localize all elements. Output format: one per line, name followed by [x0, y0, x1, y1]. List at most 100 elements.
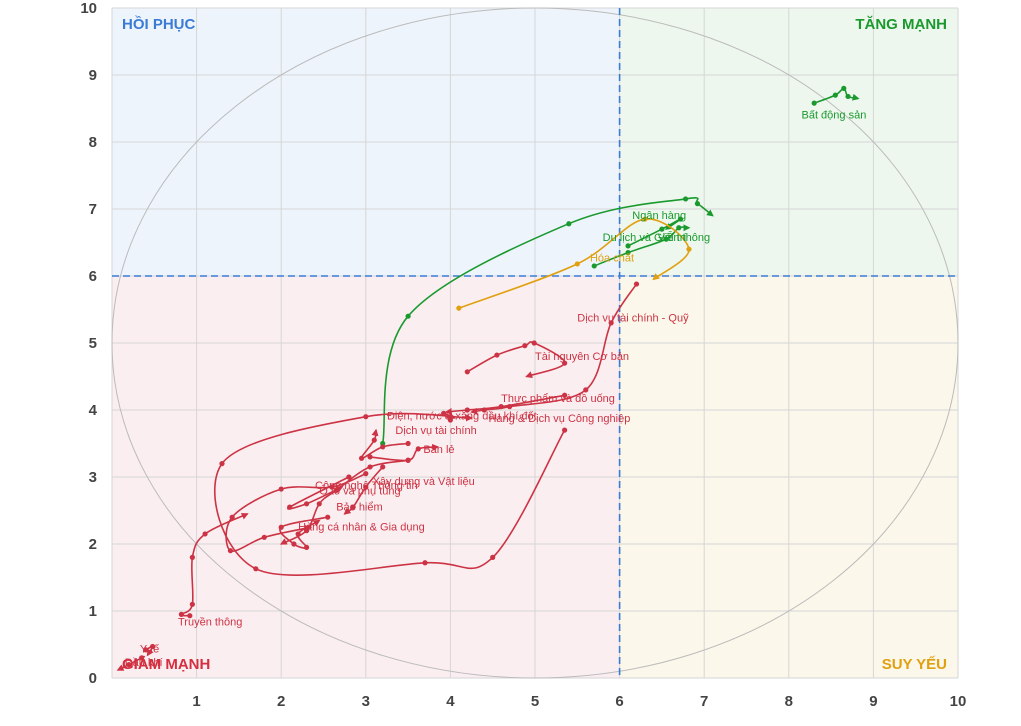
trail-cong-nghe-thong-tin — [287, 474, 352, 510]
trail-ban-le — [367, 443, 440, 463]
trail-point-o-to-va-phu-tung-0 — [363, 471, 369, 477]
trail-truyen-thong — [178, 513, 249, 619]
trail-line-bao-hiem — [343, 466, 384, 515]
x-tick-label-9: 9 — [869, 693, 877, 710]
x-tick-label-6: 6 — [615, 693, 623, 710]
x-tick-label-5: 5 — [531, 693, 539, 710]
sector-label-thuc-pham-va-do-uong: Thực phẩm và đồ uống — [501, 393, 615, 405]
y-tick-label-4: 4 — [89, 402, 98, 419]
y-tick-label-7: 7 — [89, 201, 97, 218]
sector-label-cong-nghe-thong-tin: Công nghệ Thông tin — [315, 480, 418, 492]
trail-line-ban-le — [369, 443, 440, 462]
trail-dien-nuoc-xang-dau-khi-dot — [441, 410, 456, 423]
trail-point-dich-vu-tai-chinh-3 — [371, 437, 377, 443]
trail-point-ban-le-2 — [415, 446, 421, 452]
trail-point-hang-ca-nhan-gia-dung-3 — [303, 544, 310, 550]
trail-point-thuc-pham-va-do-uong-2 — [464, 407, 470, 413]
trail-point-truyen-thong-2 — [189, 601, 195, 607]
trail-point-bat-dong-san-2 — [841, 85, 847, 91]
sector-label-ngan-hang: Ngân hàng — [632, 210, 686, 222]
trail-point-hang-dich-vu-cong-nghiep-1 — [490, 554, 496, 561]
trail-point-bat-dong-san-0 — [811, 100, 817, 106]
trail-point-hoa-chat-0 — [456, 305, 462, 311]
trail-thuc-pham-va-do-uong — [444, 392, 568, 416]
y-tick-label-8: 8 — [89, 134, 97, 151]
trail-point-hang-ca-nhan-gia-dung-2 — [291, 541, 297, 547]
trail-vien-thong — [625, 216, 684, 249]
reference-ellipse-shape — [111, 7, 959, 679]
trail-hang-dich-vu-cong-nghiep — [214, 412, 568, 576]
trail-point-cong-nghe-thong-tin-1 — [287, 504, 293, 510]
x-tick-label-3: 3 — [362, 693, 370, 710]
trail-bao-hiem — [343, 464, 386, 515]
trail-point-truyen-thong-0 — [187, 613, 193, 619]
y-tick-label-5: 5 — [89, 335, 97, 352]
x-tick-label-10: 10 — [950, 693, 967, 710]
x-tick-label-2: 2 — [277, 693, 285, 710]
trail-point-bao-hiem-1 — [363, 484, 369, 490]
trail-point-o-to-va-phu-tung-2 — [278, 486, 284, 492]
x-tick-label-4: 4 — [446, 693, 455, 710]
y-tick-label-10: 10 — [80, 0, 97, 17]
trail-point-ngan-hang-0 — [591, 263, 597, 269]
trail-point-truyen-thong-1 — [178, 611, 184, 617]
sector-label-tai-nguyen-co-ban: Tài nguyên Cơ bản — [535, 351, 629, 363]
x-tick-label-8: 8 — [785, 693, 793, 710]
trail-point-tai-nguyen-co-ban-4 — [562, 360, 568, 366]
sector-label-du-lich-va-giai-tri: Du lịch và Giải trí — [603, 232, 687, 244]
trail-hoa-chat — [456, 216, 692, 311]
reference-ellipse — [111, 7, 959, 679]
trail-point-dien-nuoc-xang-dau-khi-dot-0 — [447, 417, 453, 423]
trail-point-thuc-pham-va-do-uong-0 — [562, 392, 568, 398]
quadrant-label-top-left: HỒI PHỤC — [122, 15, 196, 33]
trail-point-bat-dong-san-3 — [845, 93, 851, 100]
trail-dich-vu-tai-chinh — [358, 428, 411, 461]
trail-point-du-lich-va-giai-tri-1 — [405, 313, 411, 319]
trail-dau-khi — [116, 655, 145, 671]
trail-point-dich-vu-tai-chinh-quy-0 — [633, 281, 640, 287]
sector-label-dich-vu-tai-chinh-quy: Dịch vụ tài chính - Quỹ — [577, 313, 689, 325]
trail-point-o-to-va-phu-tung-4 — [227, 548, 234, 554]
trail-o-to-va-phu-tung — [225, 471, 369, 554]
axis-tick-labels: 1 2 3 4 5 6 7 8 9 10 0 1 2 3 4 5 6 7 8 9 10 — [80, 0, 966, 710]
trail-point-o-to-va-phu-tung-5 — [261, 534, 267, 540]
y-tick-label-6: 6 — [89, 268, 97, 285]
trail-point-hang-ca-nhan-gia-dung-4 — [295, 531, 301, 537]
trail-point-hang-dich-vu-cong-nghiep-2 — [422, 560, 428, 566]
sector-label-truyen-thong: Truyền thông — [178, 617, 242, 629]
trail-point-vien-thong-1 — [659, 226, 665, 232]
trail-y-te — [143, 643, 156, 657]
trail-point-ngan-hang-3 — [676, 225, 682, 231]
sector-label-dau-khi: Dầu khí — [125, 657, 163, 669]
trail-hang-ca-nhan-gia-dung — [278, 514, 331, 550]
trail-point-ban-le-0 — [367, 454, 373, 460]
quadrant-label-bottom-left: GIẢM MẠNH — [122, 656, 210, 673]
sector-label-bat-dong-san: Bất động sản — [801, 110, 866, 122]
x-tick-label-1: 1 — [192, 693, 200, 710]
trail-line-hoa-chat — [458, 218, 690, 309]
y-tick-label-2: 2 — [89, 536, 97, 553]
trail-point-hoa-chat-1 — [574, 261, 580, 267]
sector-label-xay-dung-va-vat-lieu: Xây dựng và Vật liệu — [373, 476, 475, 488]
trail-point-bao-hiem-2 — [350, 504, 356, 510]
sector-label-ban-le: Bán lẻ — [423, 444, 454, 456]
trail-point-dich-vu-tai-chinh-1 — [380, 444, 386, 450]
sector-label-hang-ca-nhan-gia-dung: Hàng cá nhân & Gia dụng — [298, 522, 425, 534]
sector-trails — [116, 85, 860, 671]
trail-point-hang-ca-nhan-gia-dung-1 — [278, 524, 284, 530]
sector-label-dien-nuoc-xang-dau-khi-dot: Điện, nước & xăng dầu khí đốt — [387, 410, 537, 422]
sector-label-bao-hiem: Bảo hiểm — [336, 502, 382, 514]
quadrant-label-top-right: TĂNG MẠNH — [855, 16, 947, 33]
trail-point-ngan-hang-2 — [663, 236, 669, 242]
reference-lines — [112, 8, 958, 678]
trail-point-ngan-hang-1 — [625, 249, 631, 256]
trail-point-dich-vu-tai-chinh-2 — [358, 455, 365, 461]
trail-point-tai-nguyen-co-ban-3 — [531, 340, 537, 346]
trail-point-tai-nguyen-co-ban-1 — [494, 352, 500, 358]
trail-point-dich-vu-tai-chinh-quy-1 — [608, 320, 614, 326]
sector-label-o-to-va-phu-tung: Ô tô và phụ tùng — [319, 484, 400, 497]
trail-point-dich-vu-tai-chinh-quy-2 — [583, 387, 589, 393]
trail-point-vien-thong-2 — [677, 216, 684, 222]
